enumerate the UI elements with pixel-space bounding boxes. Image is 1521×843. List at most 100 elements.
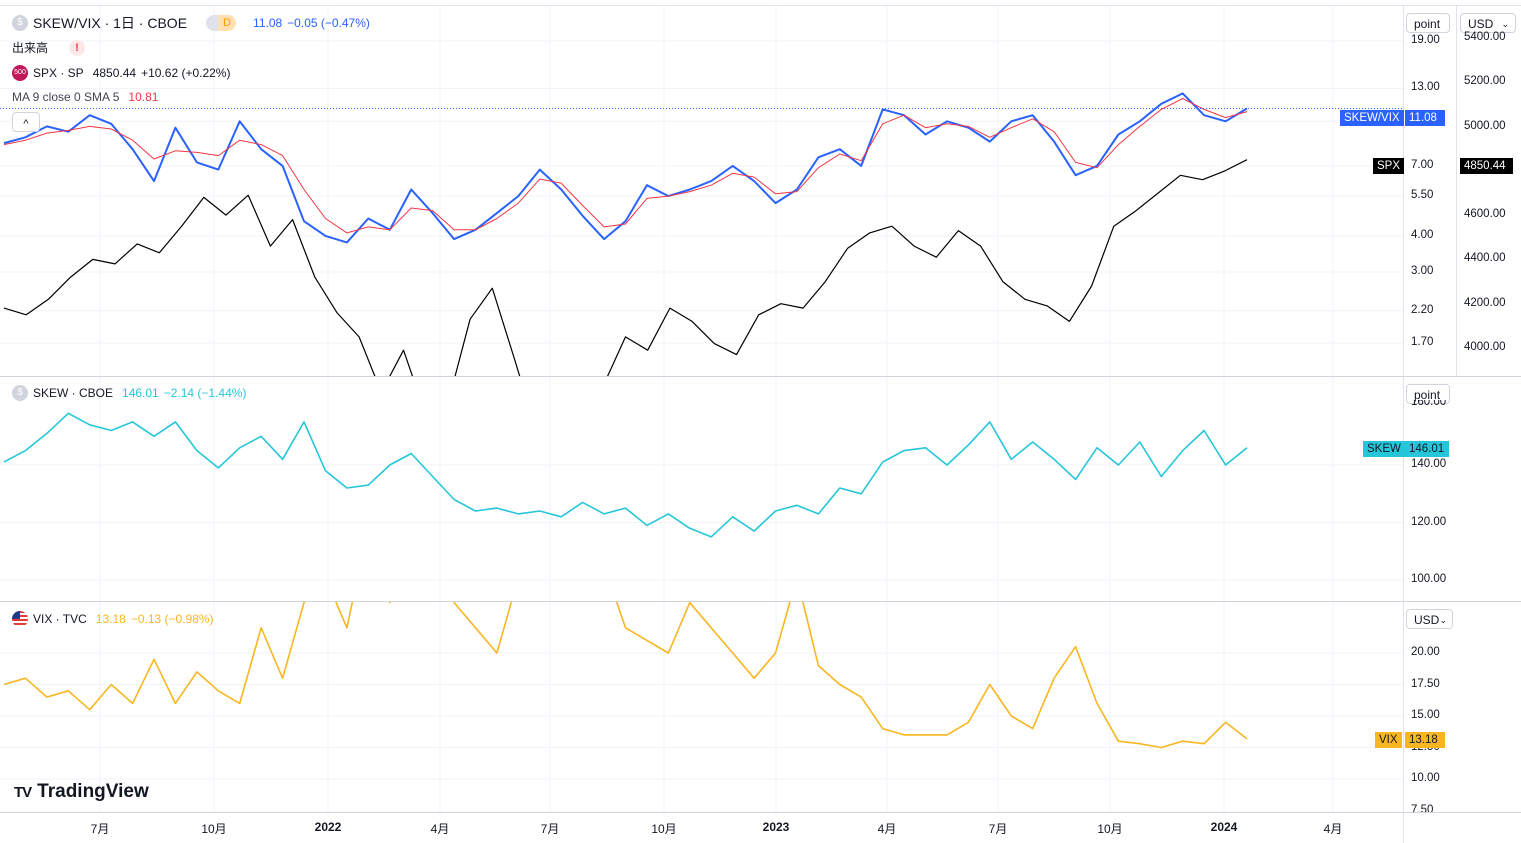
vix-line[interactable] [3,602,1248,749]
skew-logo-icon: $ [12,385,28,401]
pane-separator[interactable] [0,601,1521,602]
price-axis-separator-2 [1456,6,1457,376]
time-axis-label: 7月 [90,822,110,836]
warning-icon[interactable]: ! [69,40,86,56]
spx-line[interactable] [3,159,1248,376]
us-flag-icon [12,611,28,627]
skew-axis-tick: 140.00 [1411,458,1447,470]
pane3-currency-label: USD [1414,613,1440,627]
vix-axis-tick: 15.00 [1411,709,1440,721]
spx-price-label: 4850.44 [1460,158,1513,174]
skew-line[interactable] [3,412,1248,538]
tradingview-logo-icon: TV [14,783,32,801]
change-value: −0.05 (−0.47%) [287,16,370,30]
spx-axis-tick: 4400.00 [1464,252,1506,265]
vix-axis-tick: 20.00 [1411,646,1440,658]
skew-symbol[interactable]: SKEW · CBOE [33,386,114,400]
skewvix-price-name: SKEW/VIX [1340,110,1404,126]
vix-plot[interactable] [0,602,1403,812]
spx-price: 4850.44 [92,66,137,80]
vix-pane[interactable] [0,602,1403,812]
ma-label[interactable]: MA 9 close 0 SMA 5 [12,90,120,104]
ratio-axis-tick: 19.00 [1411,34,1440,46]
pane3-currency-button[interactable]: USD ⌄ [1406,609,1453,629]
skewvix-line[interactable] [3,92,1248,244]
spx-axis-tick: 4600.00 [1464,208,1506,221]
price-axis-separator [1403,6,1404,843]
main-plot[interactable] [0,6,1403,376]
skew-price-name: SKEW [1363,441,1405,457]
vix-change: −0.13 (−0.98%) [130,612,214,626]
ma-value: 10.81 [128,90,159,104]
vix-value: 13.18 [95,612,126,626]
main-pane[interactable] [0,6,1403,376]
chevron-up-icon: ^ [23,118,29,130]
spx-symbol[interactable]: SPX · SP [33,66,84,80]
ratio-axis-tick: 2.20 [1411,303,1434,316]
tradingview-wordmark: TradingView [37,781,149,802]
time-axis-label: 2022 [314,820,342,834]
pane1-currency-button[interactable]: USD ⌄ [1460,13,1516,33]
window-top-border [0,5,1521,6]
last-value: 11.08 [253,16,283,30]
symbol-logo-icon: $ [12,15,28,31]
ratio-axis-tick: 1.70 [1411,336,1434,348]
vix-axis-tick: 17.50 [1411,677,1440,690]
spx-axis-tick: 5200.00 [1464,75,1506,88]
ma-line[interactable] [3,98,1248,234]
chevron-down-icon: ⌄ [1439,615,1447,625]
spx-axis-tick: 5400.00 [1464,31,1506,43]
vix-legend: VIX · TVC 13.18 −0.13 (−0.98%) [12,611,214,627]
time-axis-label: 10月 [201,822,227,836]
collapse-legend-button[interactable]: ^ [12,112,40,132]
main-legend: $ SKEW/VIX · 1日 · CBOE D 11.08 −0.05 (−0… [12,15,370,31]
volume-label[interactable]: 出来高 [12,41,49,55]
pane-separator[interactable] [0,376,1521,377]
skew-axis-tick: 120.00 [1411,515,1447,528]
vix-axis-tick: 10.00 [1411,772,1440,784]
spx-axis-tick: 5000.00 [1464,119,1506,132]
skew-legend: $ SKEW · CBOE 146.01 −2.14 (−1.44%) [12,385,246,401]
skew-pane[interactable] [0,377,1403,601]
time-axis-label: 7月 [540,822,560,836]
skewvix-price-label: 11.08 [1405,110,1445,126]
ratio-axis-tick: 4.00 [1411,228,1434,241]
spx-logo-icon: 500 [12,65,28,81]
spx-legend: 500 SPX · SP 4850.44 +10.62 (+0.22%) [12,65,230,81]
time-axis-label: 4月 [877,822,897,836]
ratio-axis-tick: 13.00 [1411,81,1440,94]
vix-price-label: 13.18 [1405,732,1445,748]
ma-legend: MA 9 close 0 SMA 5 10.81 [12,89,158,105]
vix-symbol[interactable]: VIX · TVC [33,612,87,626]
skew-plot[interactable] [0,377,1403,601]
time-axis-label: 4月 [430,822,450,836]
skew-axis-tick: 100.00 [1411,573,1447,585]
skew-axis-cut-tick: 160.00 [1411,400,1447,408]
market-status-icon [206,15,219,31]
spx-change: +10.62 (+0.22%) [141,66,231,80]
time-axis-label: 4月 [1323,822,1343,836]
pane2-scale-unit-button[interactable]: point [1406,384,1450,404]
ratio-axis-tick: 3.00 [1411,264,1434,277]
ratio-axis-tick: 5.50 [1411,189,1434,202]
interval-badge[interactable]: D [206,15,237,31]
time-axis-label: 10月 [651,822,677,836]
time-axis-label: 7月 [988,822,1008,836]
volume-legend: 出来高 ! [12,40,86,56]
vix-axis-cut-tick: 7.50 [1411,804,1434,812]
symbol-title[interactable]: SKEW/VIX · 1日 · CBOE [33,15,188,31]
skew-change: −2.14 (−1.44%) [163,386,247,400]
pane1-scale-unit-button[interactable]: point [1406,13,1450,33]
vix-price-name: VIX [1375,732,1402,748]
time-axis-label: 2024 [1210,820,1238,834]
skew-price-label: 146.01 [1405,441,1449,457]
time-axis-label: 10月 [1097,822,1123,836]
spx-axis-tick: 4200.00 [1464,296,1506,309]
time-axis-label: 2023 [762,820,790,834]
pane1-currency-label: USD [1468,17,1494,31]
spx-axis-tick: 4000.00 [1464,341,1506,353]
tradingview-logo[interactable]: TV TradingView [14,781,149,803]
chevron-down-icon: ⌄ [1501,19,1509,29]
skew-value: 146.01 [122,386,159,400]
delay-badge[interactable]: D [218,15,237,31]
